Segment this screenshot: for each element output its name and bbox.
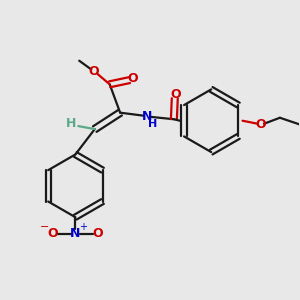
Text: N: N xyxy=(142,110,152,123)
Text: N: N xyxy=(70,227,80,240)
Text: O: O xyxy=(255,118,266,131)
Text: O: O xyxy=(128,72,138,86)
Text: O: O xyxy=(92,227,103,240)
Text: H: H xyxy=(148,119,158,129)
Text: O: O xyxy=(89,65,100,78)
Text: O: O xyxy=(170,88,181,101)
Text: H: H xyxy=(66,117,76,130)
Text: −: − xyxy=(40,222,49,232)
Text: O: O xyxy=(48,227,58,240)
Text: +: + xyxy=(79,222,87,232)
